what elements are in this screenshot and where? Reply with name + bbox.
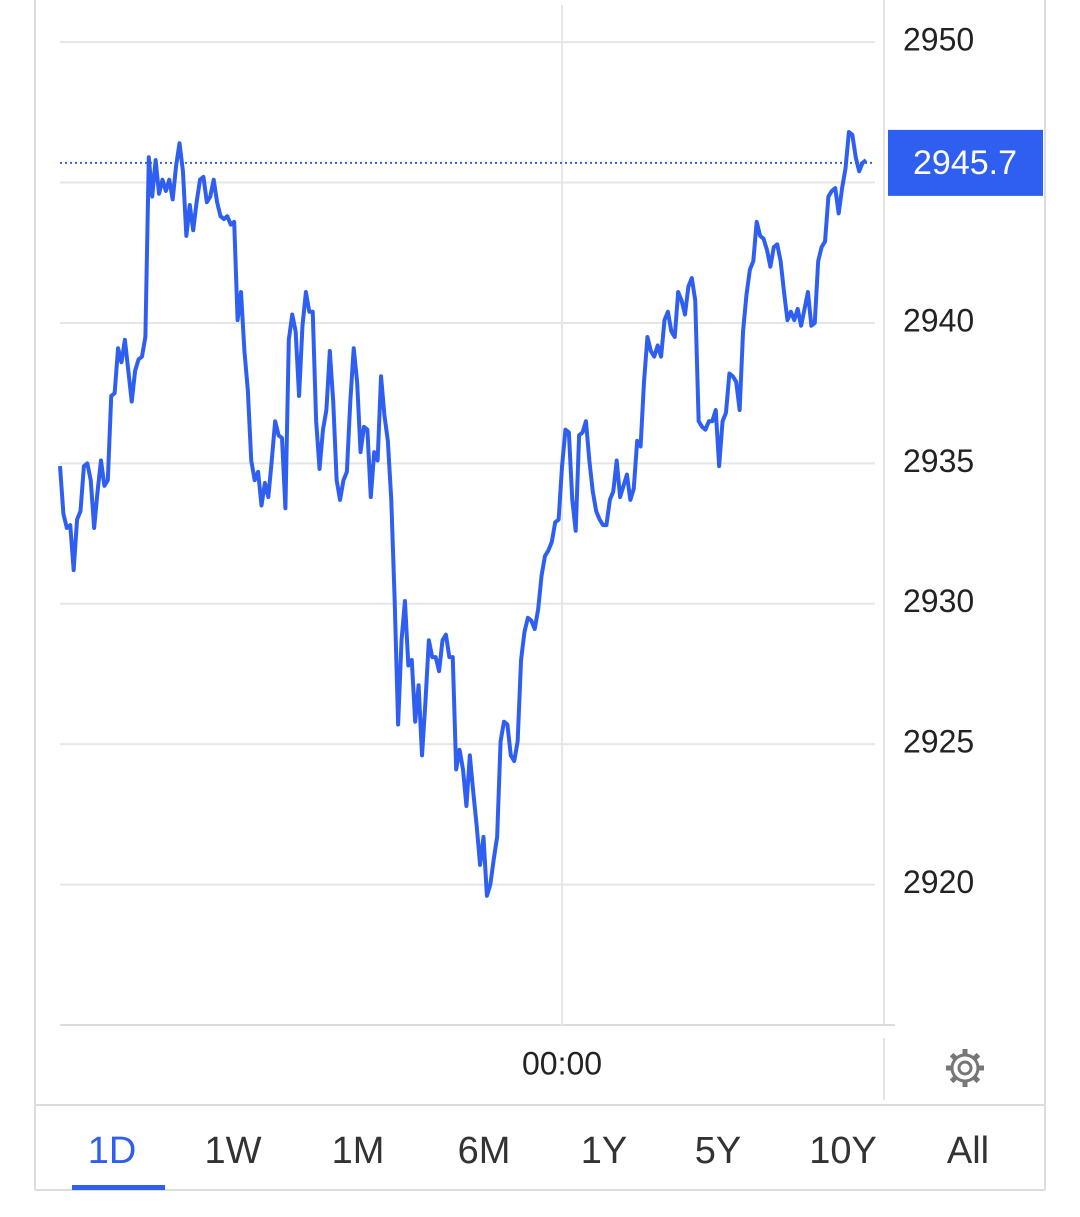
range-tab[interactable]: 5Y [695, 1130, 741, 1172]
range-tab[interactable]: 6M [458, 1130, 511, 1172]
price-line [58, 129, 868, 898]
range-tab[interactable]: 10Y [809, 1130, 877, 1172]
y-tick-label: 2950 [903, 22, 974, 58]
y-tick-label: 2940 [903, 302, 974, 338]
current-value-badge [888, 129, 1043, 196]
range-tab[interactable]: 1W [205, 1130, 262, 1172]
range-tab[interactable]: All [947, 1130, 989, 1172]
range-tab[interactable]: 1D [88, 1130, 137, 1172]
range-tab[interactable]: 1M [332, 1130, 385, 1172]
y-tick-label: 2935 [903, 443, 974, 479]
current-value-label: 2945.7 [913, 144, 1017, 182]
range-tab[interactable]: 1Y [581, 1130, 627, 1172]
y-tick-label: 2920 [903, 864, 974, 900]
settings-icon[interactable] [946, 1049, 984, 1087]
y-tick-label: 2930 [903, 583, 974, 619]
x-tick-label: 00:00 [522, 1045, 602, 1081]
y-tick-label: 2925 [903, 724, 974, 760]
range-tab-underline [72, 1185, 165, 1190]
